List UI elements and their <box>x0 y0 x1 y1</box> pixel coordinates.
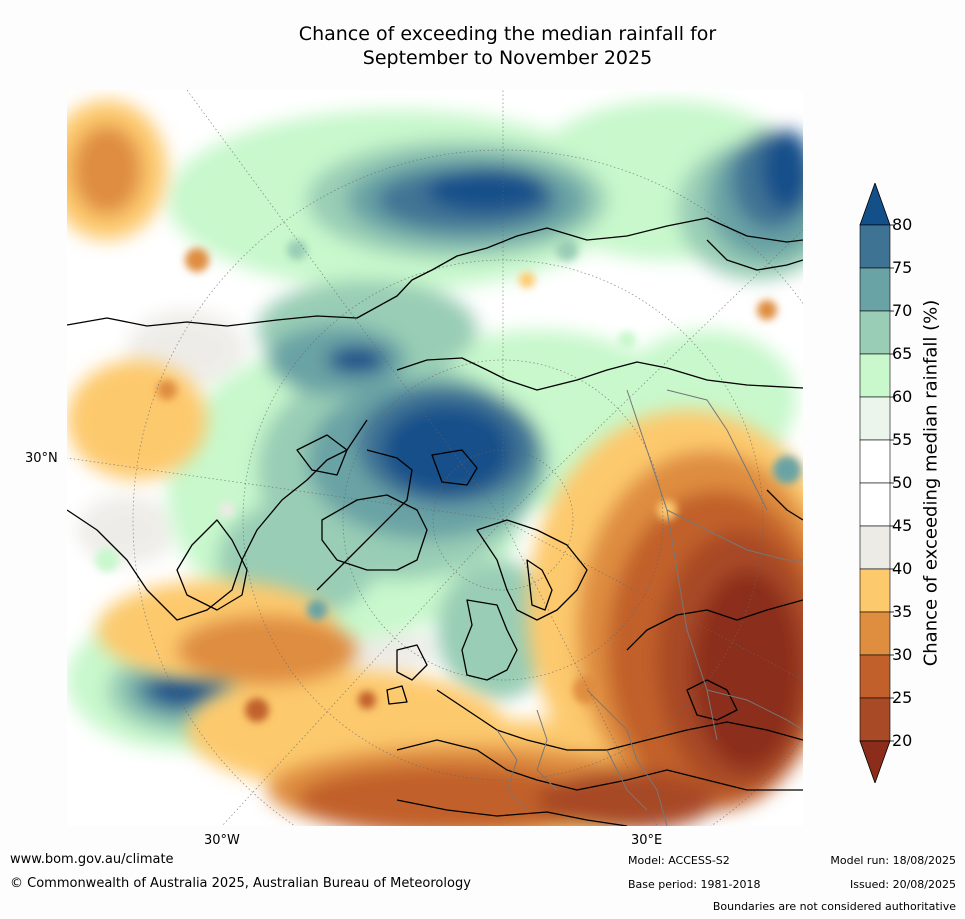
colorbar-band <box>859 396 891 441</box>
colorbar-tick-label: 65 <box>892 344 913 363</box>
graticule <box>67 90 803 826</box>
wet-regions <box>67 100 803 750</box>
footer-disclaimer: Boundaries are not considered authoritat… <box>712 900 956 913</box>
colorbar-tick-label: 20 <box>892 731 913 750</box>
colorbar-band <box>859 310 891 355</box>
footer-base-period: Base period: 1981-2018 <box>628 878 761 891</box>
colorbar-arrow-bottom <box>859 740 891 783</box>
colorbar-tick-label: 30 <box>892 645 913 664</box>
colorbar-tick-label: 50 <box>892 473 913 492</box>
colorbar-band <box>859 697 891 742</box>
colorbar-tick-label: 75 <box>892 258 913 277</box>
colorbar-arrow-top <box>859 183 891 226</box>
map-canvas <box>67 90 803 826</box>
longitude-label-30e: 30°E <box>631 833 663 848</box>
longitude-label-30w: 30°W <box>204 833 240 848</box>
coastlines <box>67 217 803 826</box>
colorbar-tick-label: 55 <box>892 430 913 449</box>
colorbar-band <box>859 525 891 570</box>
colorbar <box>859 183 894 783</box>
country-borders <box>496 389 803 826</box>
colorbar-band <box>859 568 891 613</box>
colorbar-band <box>859 224 891 269</box>
colorbar-band <box>859 353 891 398</box>
title-line-2: September to November 2025 <box>362 47 653 69</box>
rainfall-map <box>67 90 803 826</box>
footer-website: www.bom.gov.au/climate <box>10 852 174 867</box>
colorbar-tick-label: 35 <box>892 602 913 621</box>
colorbar-tick-label: 40 <box>892 559 913 578</box>
colorbar-band <box>859 654 891 699</box>
colorbar-band <box>859 482 891 527</box>
colorbar-tick-label: 25 <box>892 688 913 707</box>
footer-copyright: © Commonwealth of Australia 2025, Austra… <box>10 876 471 891</box>
colorbar-band <box>859 267 891 312</box>
colorbar-band <box>859 611 891 656</box>
colorbar-tick-label: 70 <box>892 301 913 320</box>
footer-model-run: Model run: 18/08/2025 <box>830 854 956 867</box>
footer-model: Model: ACCESS-S2 <box>628 854 730 867</box>
colorbar-label: Chance of exceeding median rainfall (%) <box>920 299 942 667</box>
dry-regions <box>67 100 803 826</box>
map-title: Chance of exceeding the median rainfall … <box>150 22 865 70</box>
colorbar-band <box>859 439 891 484</box>
colorbar-tick-label: 80 <box>892 215 913 234</box>
colorbar-tick-label: 45 <box>892 516 913 535</box>
colorbar-tick-label: 60 <box>892 387 913 406</box>
latitude-label-30n: 30°N <box>25 451 58 466</box>
title-line-1: Chance of exceeding the median rainfall … <box>298 23 717 45</box>
footer-issued: Issued: 20/08/2025 <box>849 878 956 891</box>
